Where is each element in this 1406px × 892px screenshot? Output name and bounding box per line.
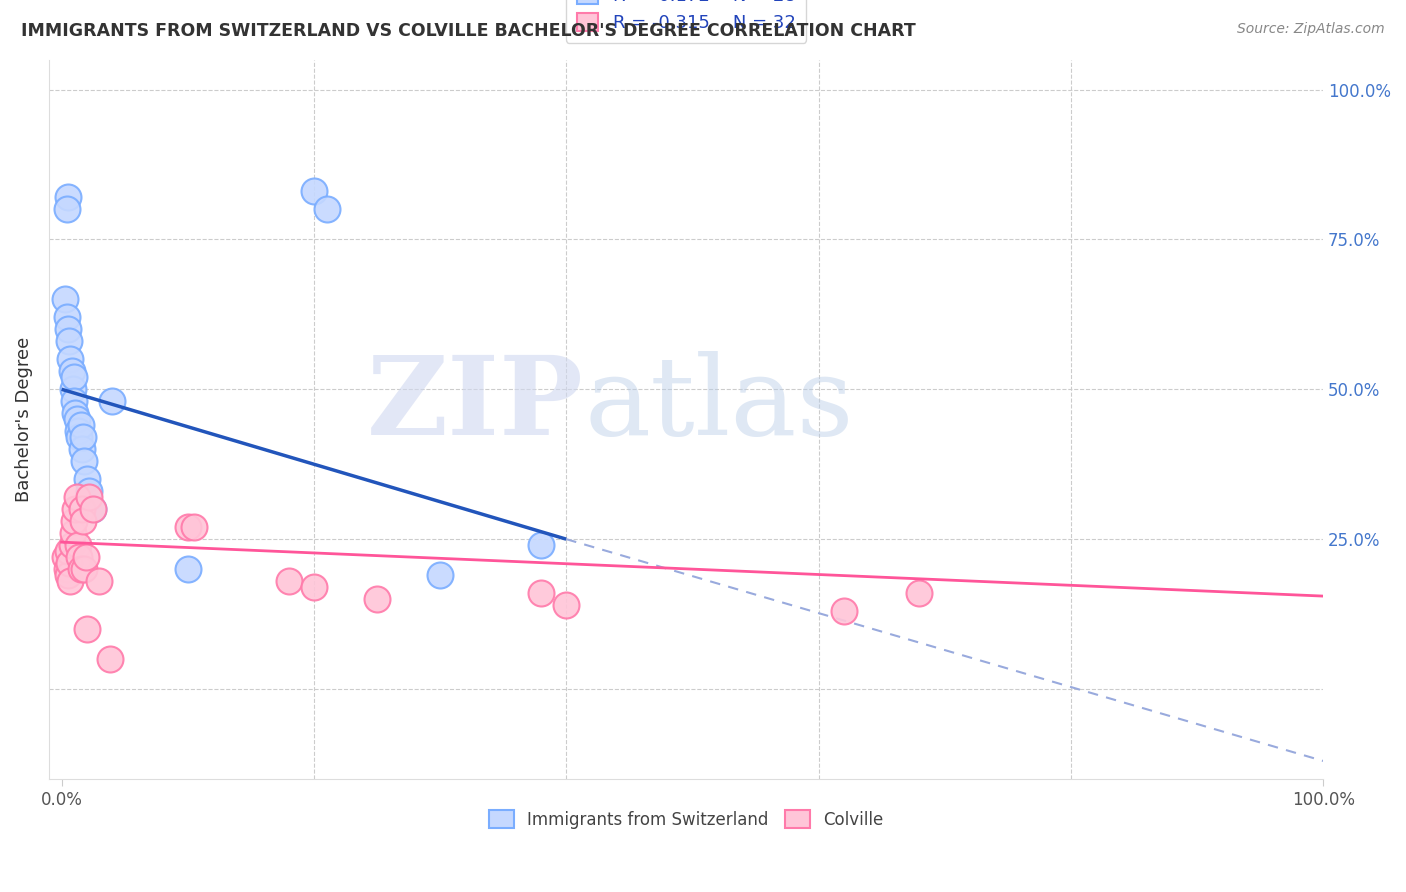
Point bbox=[63, 394, 86, 409]
Point bbox=[55, 310, 77, 325]
Point bbox=[66, 412, 89, 426]
Point bbox=[63, 514, 86, 528]
Point bbox=[56, 544, 79, 558]
Point bbox=[58, 556, 80, 570]
Point bbox=[177, 562, 200, 576]
Point bbox=[302, 185, 325, 199]
Point bbox=[73, 562, 96, 576]
Point bbox=[55, 202, 77, 217]
Point bbox=[832, 604, 855, 618]
Point bbox=[60, 364, 83, 378]
Point bbox=[65, 406, 87, 420]
Point bbox=[63, 370, 86, 384]
Point bbox=[55, 562, 77, 576]
Point bbox=[66, 490, 89, 504]
Point bbox=[73, 454, 96, 468]
Point bbox=[60, 538, 83, 552]
Point bbox=[366, 592, 388, 607]
Point bbox=[89, 574, 111, 588]
Point bbox=[277, 574, 299, 588]
Text: IMMIGRANTS FROM SWITZERLAND VS COLVILLE BACHELOR'S DEGREE CORRELATION CHART: IMMIGRANTS FROM SWITZERLAND VS COLVILLE … bbox=[21, 22, 915, 40]
Point bbox=[66, 424, 89, 438]
Point bbox=[101, 394, 124, 409]
Point bbox=[302, 580, 325, 594]
Point bbox=[530, 586, 553, 600]
Point bbox=[58, 334, 80, 349]
Point bbox=[53, 293, 76, 307]
Point bbox=[56, 568, 79, 582]
Point bbox=[76, 622, 98, 636]
Point bbox=[56, 190, 79, 204]
Point bbox=[70, 442, 93, 457]
Point bbox=[555, 598, 578, 612]
Legend: Immigrants from Switzerland, Colville: Immigrants from Switzerland, Colville bbox=[482, 804, 890, 835]
Point bbox=[530, 538, 553, 552]
Point bbox=[76, 472, 98, 486]
Text: ZIP: ZIP bbox=[367, 351, 583, 458]
Point bbox=[82, 502, 104, 516]
Point bbox=[66, 538, 89, 552]
Point bbox=[56, 322, 79, 336]
Point bbox=[67, 550, 90, 565]
Text: Source: ZipAtlas.com: Source: ZipAtlas.com bbox=[1237, 22, 1385, 37]
Text: atlas: atlas bbox=[583, 351, 853, 458]
Point bbox=[79, 490, 101, 504]
Y-axis label: Bachelor's Degree: Bachelor's Degree bbox=[15, 336, 32, 502]
Point bbox=[79, 484, 101, 499]
Point bbox=[53, 550, 76, 565]
Point bbox=[59, 574, 82, 588]
Point bbox=[98, 652, 121, 666]
Point bbox=[69, 418, 91, 433]
Point bbox=[59, 352, 82, 367]
Point bbox=[82, 502, 104, 516]
Point bbox=[908, 586, 931, 600]
Point bbox=[65, 502, 87, 516]
Point bbox=[70, 502, 93, 516]
Point bbox=[62, 382, 84, 396]
Point bbox=[183, 520, 205, 534]
Point bbox=[429, 568, 451, 582]
Point bbox=[72, 514, 94, 528]
Point bbox=[75, 550, 97, 565]
Point bbox=[315, 202, 337, 217]
Point bbox=[69, 562, 91, 576]
Point bbox=[72, 430, 94, 444]
Point bbox=[67, 430, 90, 444]
Point bbox=[62, 526, 84, 541]
Point bbox=[177, 520, 200, 534]
